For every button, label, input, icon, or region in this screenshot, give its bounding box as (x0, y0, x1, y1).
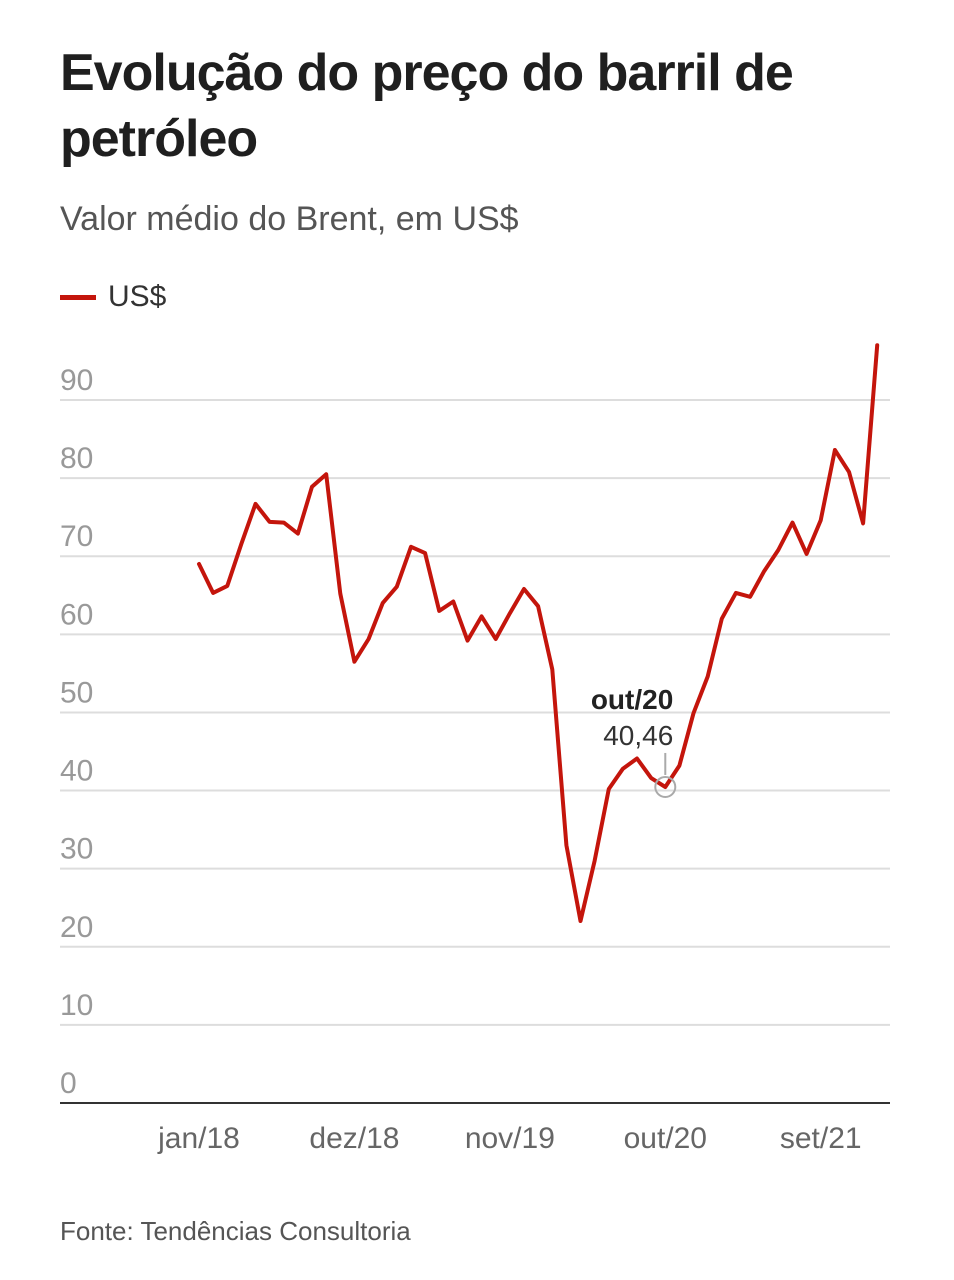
data-point-15 (409, 545, 413, 549)
data-point-24 (536, 604, 540, 608)
y-tick-label-20: 20 (60, 911, 93, 944)
legend: US$ (60, 280, 166, 314)
data-point-42 (790, 521, 794, 525)
data-point-28 (593, 859, 597, 863)
data-point-48 (875, 343, 879, 347)
data-point-3 (239, 542, 243, 546)
data-point-32 (649, 776, 653, 780)
annotation-title: out/20 (591, 684, 673, 715)
y-tick-label-80: 80 (60, 442, 93, 475)
data-point-34 (677, 764, 681, 768)
data-point-4 (254, 502, 258, 506)
x-tick-label-jan-18: jan/18 (157, 1122, 240, 1155)
annotation-marker (654, 775, 677, 798)
y-tick-label-90: 90 (60, 364, 93, 397)
data-point-20 (480, 614, 484, 618)
data-point-40 (762, 569, 766, 573)
data-point-7 (296, 532, 300, 536)
data-point-14 (395, 585, 399, 589)
x-tick-label-set-21: set/21 (780, 1122, 862, 1155)
y-tick-label-10: 10 (60, 989, 93, 1022)
data-point-10 (338, 592, 342, 596)
chart-subtitle: Valor médio do Brent, em US$ (60, 200, 519, 238)
data-point-47 (861, 521, 865, 525)
data-point-21 (494, 637, 498, 641)
data-point-46 (847, 470, 851, 474)
annotation-out20: out/20 40,46 (591, 684, 677, 798)
data-point-22 (508, 611, 512, 615)
data-point-43 (805, 552, 809, 556)
data-point-13 (381, 601, 385, 605)
data-point-37 (720, 617, 724, 621)
data-point-16 (423, 551, 427, 555)
y-tick-label-0: 0 (60, 1067, 77, 1100)
data-point-44 (819, 518, 823, 522)
data-point-31 (635, 757, 639, 761)
data-point-39 (748, 595, 752, 599)
chart-title: Evolução do preço do barril de petróleo (60, 44, 794, 168)
legend-line-swatch (60, 294, 96, 300)
data-point-35 (692, 711, 696, 715)
data-point-2 (225, 584, 229, 588)
x-tick-label-nov-19: nov/19 (465, 1122, 555, 1155)
data-point-23 (522, 587, 526, 591)
source-note: Fonte: Tendências Consultoria (60, 1216, 411, 1246)
data-point-18 (451, 600, 455, 604)
data-point-45 (833, 448, 837, 452)
data-point-11 (352, 660, 356, 664)
line-chart: 0 10 20 30 40 50 60 70 80 90 jan/18 dez/18 nov/19 ou… (60, 343, 890, 1155)
y-axis-ticks: 0 10 20 30 40 50 60 70 80 90 (60, 364, 93, 1100)
annotation-value: 40,46 (603, 720, 673, 751)
data-point-41 (776, 548, 780, 552)
data-point-1 (211, 591, 215, 595)
data-point-26 (564, 843, 568, 847)
x-axis-ticks: jan/18 dez/18 nov/19 out/20 set/21 (157, 1122, 861, 1155)
x-tick-label-out-20: out/20 (624, 1122, 707, 1155)
data-point-6 (282, 521, 286, 525)
grid-lines (60, 399, 890, 1026)
data-point-19 (465, 639, 469, 643)
data-point-5 (268, 520, 272, 524)
data-point-30 (621, 767, 625, 771)
y-tick-label-70: 70 (60, 520, 93, 553)
data-point-38 (734, 591, 738, 595)
data-point-12 (367, 637, 371, 641)
legend-label-usd: US$ (108, 280, 167, 313)
data-point-25 (550, 667, 554, 671)
data-point-33 (663, 785, 667, 789)
data-point-17 (437, 609, 441, 613)
x-tick-label-dez-18: dez/18 (309, 1122, 399, 1155)
data-point-36 (706, 675, 710, 679)
y-tick-label-50: 50 (60, 676, 93, 709)
data-point-8 (310, 485, 314, 489)
y-tick-label-60: 60 (60, 598, 93, 631)
data-point-29 (607, 787, 611, 791)
series-points (197, 343, 879, 923)
y-tick-label-40: 40 (60, 755, 93, 788)
data-point-0 (197, 562, 201, 566)
y-tick-label-30: 30 (60, 833, 93, 866)
data-point-27 (579, 919, 583, 923)
series-line-usd (197, 343, 880, 923)
data-point-9 (324, 472, 328, 476)
